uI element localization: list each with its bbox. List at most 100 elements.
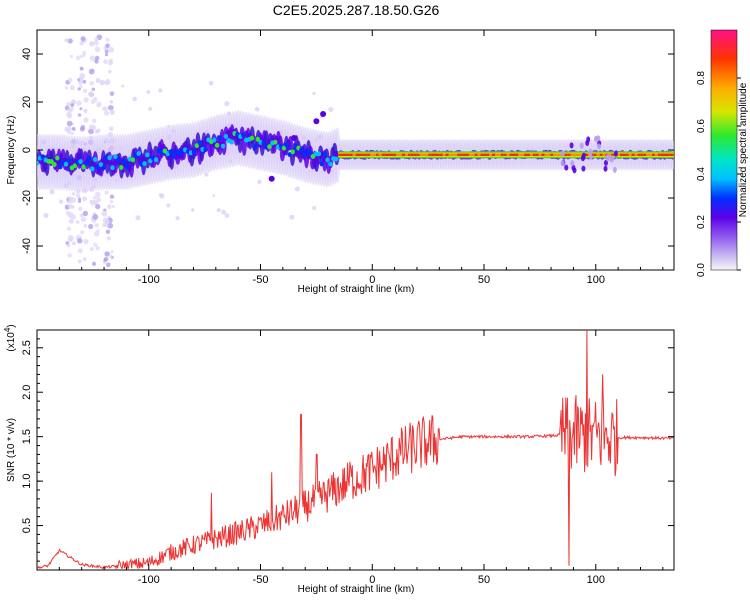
noise-dot — [158, 88, 163, 93]
noise-dot — [208, 80, 214, 86]
noise-dot — [94, 36, 99, 42]
noise-dot — [92, 118, 97, 124]
snr-x-tick-label: -100 — [138, 574, 160, 586]
core-mark — [101, 165, 107, 171]
core-mark — [567, 153, 571, 156]
noise-dot — [92, 125, 97, 131]
noise-dot — [89, 80, 95, 86]
noise-dot — [83, 117, 89, 123]
burst-mark — [588, 153, 593, 160]
core-mark — [130, 157, 136, 163]
core-mark — [55, 155, 60, 161]
burst-mark — [586, 136, 591, 143]
snr-x-tick-label: 50 — [478, 574, 490, 586]
core-mark — [529, 153, 533, 156]
colorbar-tick-label: 0.0 — [696, 263, 707, 277]
core-mark — [527, 153, 531, 156]
noise-dot — [93, 40, 99, 46]
core-mark — [468, 153, 472, 156]
core-mark — [518, 153, 522, 156]
core-mark — [460, 153, 464, 156]
core-mark — [556, 153, 560, 156]
core-mark — [261, 140, 266, 146]
core-mark — [483, 153, 487, 156]
noise-dot — [109, 91, 115, 96]
noise-dot — [216, 208, 221, 213]
spectrogram-y-tick-label: 20 — [21, 96, 33, 108]
core-mark — [352, 153, 356, 156]
core-mark — [654, 153, 658, 156]
noise-dot — [76, 100, 82, 106]
colorbar-tick-label: 0.2 — [696, 215, 707, 229]
core-mark — [40, 154, 46, 160]
core-mark — [217, 135, 223, 141]
noise-dot — [71, 126, 76, 131]
core-mark — [564, 153, 568, 156]
core-mark — [419, 153, 423, 156]
noise-dot — [79, 66, 84, 71]
core-mark — [110, 165, 115, 171]
noise-dot — [94, 223, 99, 228]
noise-dot — [109, 200, 114, 204]
burst-mark — [603, 159, 608, 166]
noise-dot — [82, 257, 87, 262]
burst-mark — [560, 150, 565, 157]
noise-dot — [93, 196, 97, 200]
snr-scale-note: (x104) — [3, 324, 17, 351]
streak-mark — [291, 135, 298, 141]
noise-dot — [108, 46, 114, 53]
colorbar-tick-label: 0.8 — [696, 71, 707, 85]
noise-dot — [191, 208, 195, 212]
core-mark — [422, 153, 426, 156]
noise-dot — [79, 213, 84, 218]
noise-dot — [135, 215, 141, 221]
core-mark — [396, 153, 400, 156]
core-mark — [325, 157, 330, 163]
noise-dot — [254, 106, 260, 112]
core-mark — [373, 153, 377, 156]
noise-dot — [89, 247, 94, 251]
core-mark — [168, 149, 173, 155]
noise-dot — [70, 204, 75, 209]
noise-dot — [67, 253, 72, 258]
burst-mark — [605, 155, 610, 162]
noise-dot — [67, 234, 74, 241]
noise-dot — [257, 179, 262, 185]
core-mark — [249, 135, 255, 141]
core-mark — [393, 153, 397, 156]
core-mark — [448, 153, 452, 156]
core-mark — [477, 153, 481, 156]
noise-dot — [91, 261, 97, 266]
noise-dot — [146, 89, 151, 94]
noise-dot — [68, 218, 74, 224]
core-mark — [316, 151, 322, 157]
core-mark — [255, 136, 261, 142]
core-mark — [657, 153, 661, 156]
noise-dot — [43, 213, 49, 219]
colorbar-gradient — [710, 29, 738, 271]
noise-dot — [101, 210, 108, 217]
noise-dot — [93, 199, 99, 205]
spectrogram-x-tick-label: 50 — [478, 274, 490, 286]
core-mark — [596, 153, 600, 156]
noise-dot — [82, 79, 87, 84]
core-mark — [492, 153, 496, 156]
core-mark — [299, 147, 304, 153]
core-mark — [544, 153, 548, 156]
core-mark — [223, 133, 229, 139]
snr-y-tick-label: 2.0 — [21, 385, 33, 400]
noise-dot — [104, 49, 109, 54]
noise-dot — [77, 113, 82, 117]
core-mark — [341, 153, 345, 156]
core-mark — [579, 153, 583, 156]
noise-dot — [71, 191, 76, 196]
noise-dot — [99, 79, 105, 86]
streak-mark — [268, 175, 275, 182]
core-mark — [78, 159, 83, 165]
burst-mark — [572, 167, 577, 174]
noise-dot — [109, 110, 115, 116]
core-mark — [153, 157, 159, 163]
core-mark — [384, 153, 388, 156]
core-mark — [506, 153, 510, 156]
core-mark — [136, 151, 141, 157]
